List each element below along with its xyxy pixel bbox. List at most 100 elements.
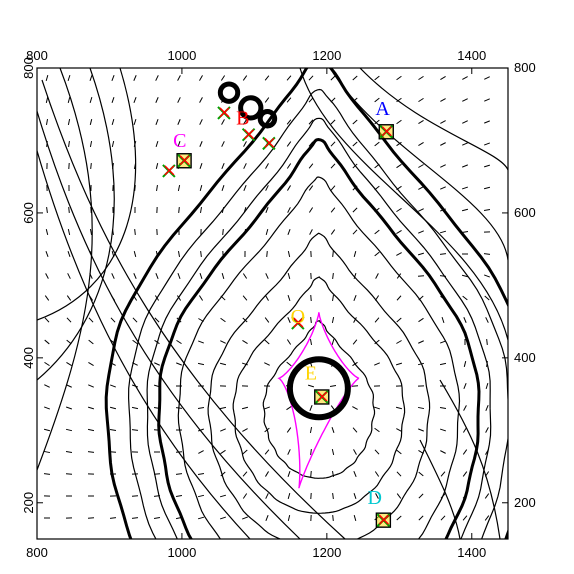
field-stick (396, 428, 402, 432)
field-stick (264, 317, 270, 323)
field-stick (242, 471, 248, 477)
field-stick (462, 295, 468, 301)
image-cross-red (264, 137, 275, 148)
field-stick (374, 141, 380, 147)
field-stick (197, 516, 205, 520)
field-stick (396, 163, 402, 169)
field-stick (221, 272, 225, 280)
field-stick (131, 495, 139, 497)
field-stick (66, 317, 72, 323)
field-stick (396, 207, 402, 213)
field-stick (353, 272, 357, 280)
field-stick (219, 406, 227, 410)
field-stick (395, 406, 403, 410)
field-stick (177, 75, 181, 81)
field-stick (287, 272, 291, 280)
field-stick (484, 274, 490, 278)
field-stick (485, 427, 489, 433)
y-tick-label-left: 200 (21, 492, 36, 514)
field-stick (176, 295, 182, 301)
x-tick-label-bottom: 1200 (312, 545, 341, 560)
field-stick (67, 96, 71, 104)
field-stick (242, 119, 248, 125)
field-stick (89, 118, 93, 126)
field-stick (418, 230, 424, 234)
field-stick (198, 428, 204, 432)
field-stick (395, 362, 403, 366)
field-stick (242, 75, 248, 81)
field-stick (67, 251, 71, 257)
image-label: E (305, 363, 317, 385)
field-stick (308, 141, 314, 147)
field-stick (242, 273, 248, 279)
field-stick (461, 274, 469, 278)
field-stick (199, 141, 203, 147)
field-stick (65, 428, 73, 432)
contour-line (157, 137, 481, 539)
field-stick (396, 449, 402, 455)
field-stick (353, 514, 357, 522)
field-stick (220, 340, 226, 344)
field-stick (418, 428, 424, 432)
field-stick (418, 515, 424, 521)
field-stick (133, 97, 137, 103)
field-stick (177, 141, 181, 147)
field-stick (110, 384, 116, 388)
field-stick (418, 97, 424, 103)
field-stick (109, 406, 117, 410)
field-stick (67, 118, 71, 126)
field-stick (440, 515, 446, 521)
x-tick-label-top: 1400 (457, 48, 486, 63)
field-stick (310, 338, 312, 346)
field-stick (221, 163, 225, 169)
field-stick (197, 407, 205, 409)
field-stick (220, 471, 226, 477)
field-stick (332, 294, 334, 302)
field-stick (332, 250, 334, 258)
field-stick (374, 362, 380, 366)
image-label: B (236, 108, 249, 130)
field-stick (310, 470, 312, 478)
field-stick (396, 75, 402, 81)
contour-lines (37, 68, 508, 539)
critical-curve (277, 312, 360, 489)
field-stick (484, 98, 490, 102)
field-stick (374, 119, 380, 125)
field-stick (396, 340, 402, 344)
field-stick (242, 295, 248, 301)
field-stick (197, 494, 205, 498)
field-stick (286, 405, 292, 411)
field-stick (241, 406, 249, 410)
field-stick (134, 228, 136, 236)
field-stick (221, 119, 225, 125)
contour-line (37, 148, 251, 539)
field-stick (308, 163, 314, 169)
field-stick (462, 471, 468, 477)
field-stick (89, 228, 93, 236)
critical-curve-line (277, 312, 360, 489)
field-stick (462, 142, 468, 146)
field-stick (243, 141, 247, 147)
field-stick (133, 250, 137, 258)
field-stick (374, 471, 380, 477)
field-stick (44, 295, 50, 301)
field-stick (44, 317, 50, 323)
field-stick (111, 273, 115, 279)
field-stick (330, 229, 336, 235)
image-cross-red (381, 126, 392, 137)
field-stick (332, 272, 334, 280)
field-stick (353, 471, 357, 477)
contour-line (104, 68, 508, 539)
field-stick (264, 339, 270, 345)
field-stick (483, 209, 491, 211)
field-stick (417, 406, 425, 410)
contour-line (299, 68, 508, 341)
field-stick (221, 184, 225, 192)
field-stick (331, 448, 335, 456)
field-stick (486, 338, 488, 346)
image-label: C (173, 130, 186, 152)
field-stick (155, 119, 159, 125)
field-stick (287, 229, 291, 235)
contour-line (419, 439, 461, 539)
